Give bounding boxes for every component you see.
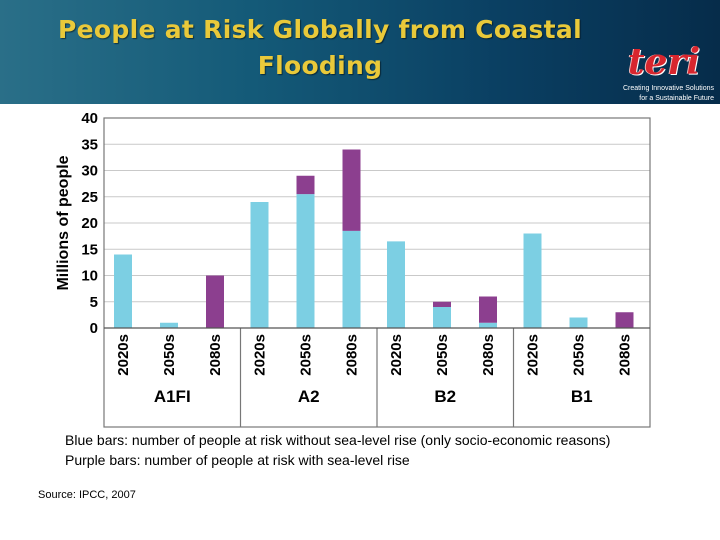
bar-blue: [387, 241, 405, 328]
group-label: B1: [571, 387, 593, 406]
blue-bars-note: Blue bars: number of people at risk with…: [65, 432, 611, 448]
bar-blue: [433, 307, 451, 328]
y-tick-label: 35: [81, 136, 98, 153]
x-tick-label: 2020s: [525, 334, 542, 376]
title-line-1: People at Risk Globally from Coastal: [58, 15, 582, 44]
y-tick-label: 40: [81, 110, 98, 127]
chart-container: 0 5 10 15 20 25 30 35 40 Millions of people 2020s 2…: [48, 108, 652, 430]
chart-frame: [103, 117, 651, 428]
bar-blue: [296, 194, 315, 328]
group-label: A1FI: [154, 387, 191, 406]
y-tick-label: 0: [90, 320, 98, 337]
x-tick-label: 2050s: [571, 334, 588, 376]
bar-blue: [479, 322, 497, 328]
bar-chart: 0 5 10 15 20 25 30 35 40 Millions of people 2020s 2…: [55, 110, 651, 428]
x-tick-label: 2020s: [252, 334, 269, 376]
y-tick-label: 30: [81, 163, 98, 180]
bar-purple: [342, 149, 361, 231]
x-tick-label: 2050s: [434, 334, 451, 376]
bar-blue: [114, 254, 132, 328]
y-axis-label: Millions of people: [55, 155, 72, 290]
purple-bars-note: Purple bars: number of people at risk wi…: [65, 452, 410, 468]
tagline-line-2: for a Sustainable Future: [639, 95, 714, 102]
bar-blue: [569, 317, 588, 328]
y-tick-label: 15: [81, 241, 98, 258]
y-tick-label: 25: [81, 189, 98, 206]
bar-purple: [433, 301, 451, 307]
bar-purple: [479, 296, 497, 323]
bar-purple: [206, 275, 224, 328]
bar-purple: [296, 175, 315, 195]
bar-blue: [342, 230, 361, 328]
bar-blue: [160, 322, 178, 328]
x-tick-label: 2080s: [480, 334, 497, 376]
page-title: People at Risk Globally from Coastal Flo…: [40, 12, 600, 84]
group-label: B2: [434, 387, 456, 406]
y-tick-label: 10: [81, 268, 98, 285]
group-label: A2: [298, 387, 320, 406]
teri-logo: teri: [628, 41, 701, 83]
bar-purple: [615, 312, 634, 328]
bar-blue: [523, 233, 542, 328]
x-tick-label: 2080s: [617, 334, 634, 376]
y-tick-label: 5: [90, 294, 98, 311]
x-tick-label: 2020s: [388, 334, 405, 376]
x-tick-label: 2050s: [298, 334, 315, 376]
chart-notes: Blue bars: number of people at risk with…: [65, 430, 715, 470]
logo-tagline: Creating Innovative Solutions for a Sust…: [590, 84, 714, 104]
x-tick-label: 2080s: [207, 334, 224, 376]
title-line-2: Flooding: [257, 51, 383, 80]
x-tick-label: 2080s: [344, 334, 361, 376]
source-citation: Source: IPCC, 2007: [38, 489, 136, 501]
tagline-line-1: Creating Innovative Solutions: [622, 85, 714, 92]
header-banner: People at Risk Globally from Coastal Flo…: [0, 0, 720, 104]
y-tick-label: 20: [81, 215, 98, 232]
bar-blue: [250, 202, 269, 328]
x-tick-label: 2050s: [161, 334, 178, 376]
x-tick-label: 2020s: [115, 334, 132, 376]
